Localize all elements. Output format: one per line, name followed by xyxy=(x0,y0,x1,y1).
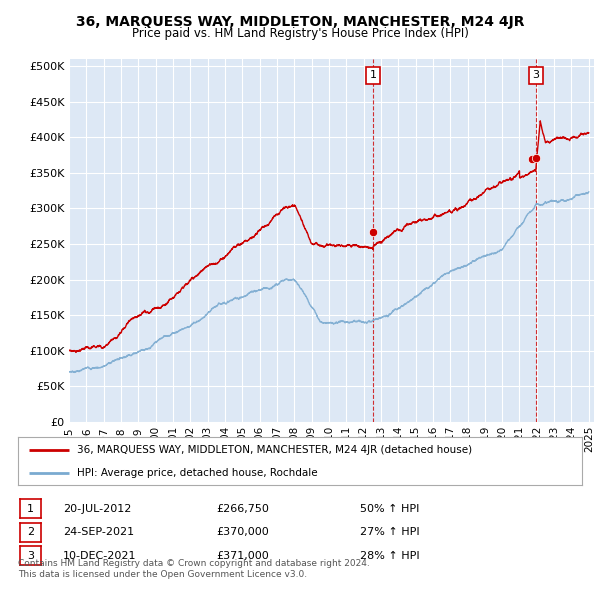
Text: 36, MARQUESS WAY, MIDDLETON, MANCHESTER, M24 4JR: 36, MARQUESS WAY, MIDDLETON, MANCHESTER,… xyxy=(76,15,524,29)
Text: 27% ↑ HPI: 27% ↑ HPI xyxy=(360,527,419,537)
Text: 3: 3 xyxy=(27,551,34,560)
Text: £370,000: £370,000 xyxy=(216,527,269,537)
Text: 2: 2 xyxy=(27,527,34,537)
Text: HPI: Average price, detached house, Rochdale: HPI: Average price, detached house, Roch… xyxy=(77,468,318,478)
Text: 20-JUL-2012: 20-JUL-2012 xyxy=(63,504,131,513)
Text: 28% ↑ HPI: 28% ↑ HPI xyxy=(360,551,419,560)
Text: £266,750: £266,750 xyxy=(216,504,269,513)
Text: 1: 1 xyxy=(370,70,377,80)
Text: 1: 1 xyxy=(27,504,34,513)
Text: 3: 3 xyxy=(532,70,539,80)
Text: 10-DEC-2021: 10-DEC-2021 xyxy=(63,551,137,560)
Text: 36, MARQUESS WAY, MIDDLETON, MANCHESTER, M24 4JR (detached house): 36, MARQUESS WAY, MIDDLETON, MANCHESTER,… xyxy=(77,445,472,455)
Text: £371,000: £371,000 xyxy=(216,551,269,560)
Text: Contains HM Land Registry data © Crown copyright and database right 2024.
This d: Contains HM Land Registry data © Crown c… xyxy=(18,559,370,579)
Text: 50% ↑ HPI: 50% ↑ HPI xyxy=(360,504,419,513)
Text: Price paid vs. HM Land Registry's House Price Index (HPI): Price paid vs. HM Land Registry's House … xyxy=(131,27,469,40)
Text: 24-SEP-2021: 24-SEP-2021 xyxy=(63,527,134,537)
